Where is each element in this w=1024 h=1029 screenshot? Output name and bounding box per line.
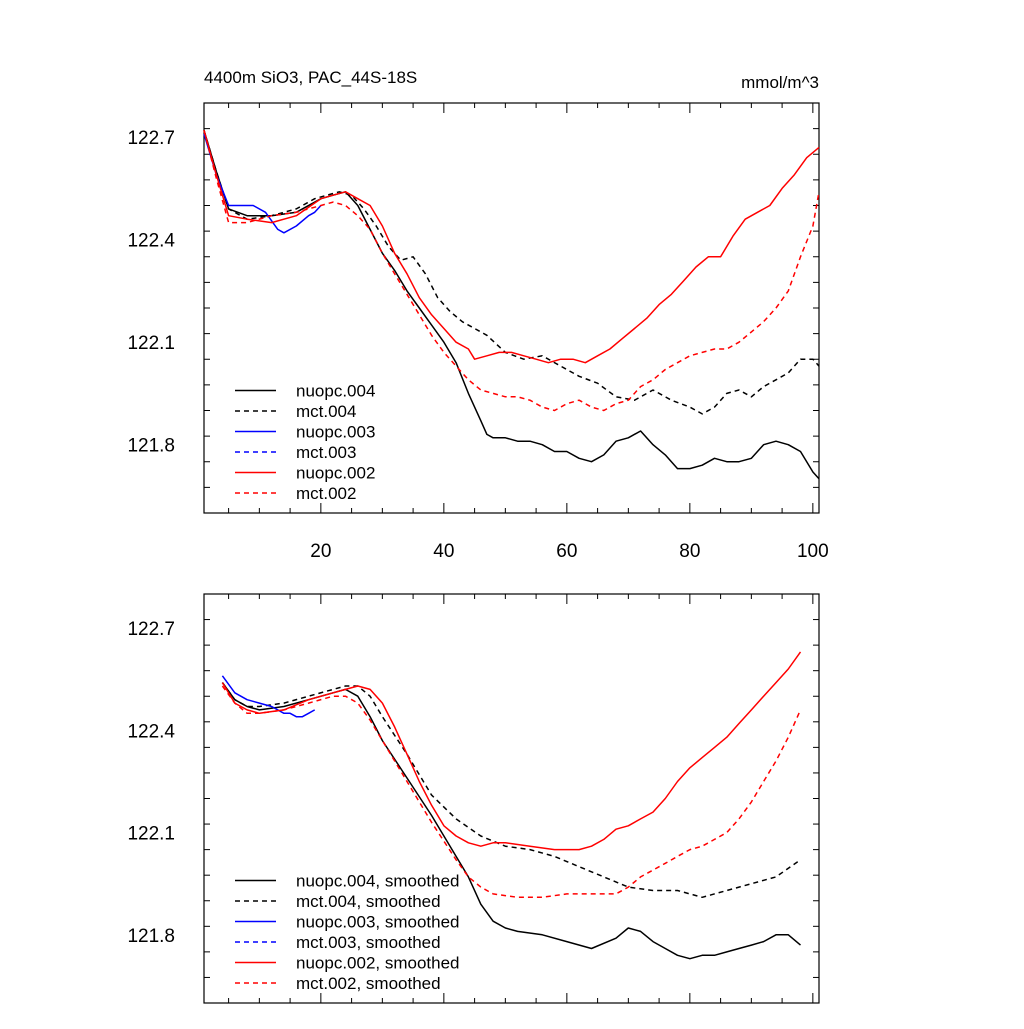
chart-panel-1: 121.8 122.1 122.4 122.7 20 40 60 80 100 4400m SiO… (127, 68, 828, 562)
y-tick-label: 122.7 (127, 619, 175, 640)
series-line-mct-002-smoothed (221, 685, 802, 899)
legend-label: mct.002 (296, 484, 356, 503)
y-tick-label: 122.1 (127, 824, 175, 845)
y-tick-label: 122.4 (127, 721, 175, 742)
series-line-mct-004-smoothed (221, 682, 801, 899)
x-tick-label: 60 (556, 541, 577, 562)
x-tick-label: 40 (433, 541, 454, 562)
x-tick-label: 20 (310, 541, 331, 562)
legend-label: mct.003, smoothed (296, 933, 441, 952)
series-line-mct-004 (203, 130, 820, 415)
series-line-nuopc-003 (203, 133, 322, 234)
y-tick-label: 122.1 (127, 333, 175, 354)
legend-label: nuopc.003 (296, 423, 375, 442)
series-line-nuopc-003-smoothed (221, 675, 316, 718)
x-tick-label: 100 (797, 541, 829, 562)
chart-title: 4400m SiO3, PAC_44S-18S (204, 68, 417, 87)
y-tick-label: 121.8 (127, 926, 175, 947)
series-line-mct-002 (203, 130, 820, 412)
y-tick-label: 122.7 (127, 128, 175, 149)
legend-label: mct.004, smoothed (296, 892, 441, 911)
legend-label: nuopc.004 (296, 382, 375, 401)
legend-label: nuopc.003, smoothed (296, 913, 460, 932)
legend-label: mct.002, smoothed (296, 974, 441, 993)
legend-label: mct.003 (296, 443, 356, 462)
series-line-nuopc-002-smoothed (221, 651, 802, 851)
x-tick-label: 80 (679, 541, 700, 562)
units-label: mmol/m^3 (741, 73, 819, 92)
legend-label: nuopc.002, smoothed (296, 954, 460, 973)
series-line-nuopc-002 (203, 130, 820, 364)
legend-label: nuopc.004, smoothed (296, 872, 460, 891)
legend-label: nuopc.002 (296, 464, 375, 483)
y-tick-label: 121.8 (127, 436, 175, 457)
legend-label: mct.004 (296, 402, 356, 421)
y-tick-label: 122.4 (127, 231, 175, 252)
